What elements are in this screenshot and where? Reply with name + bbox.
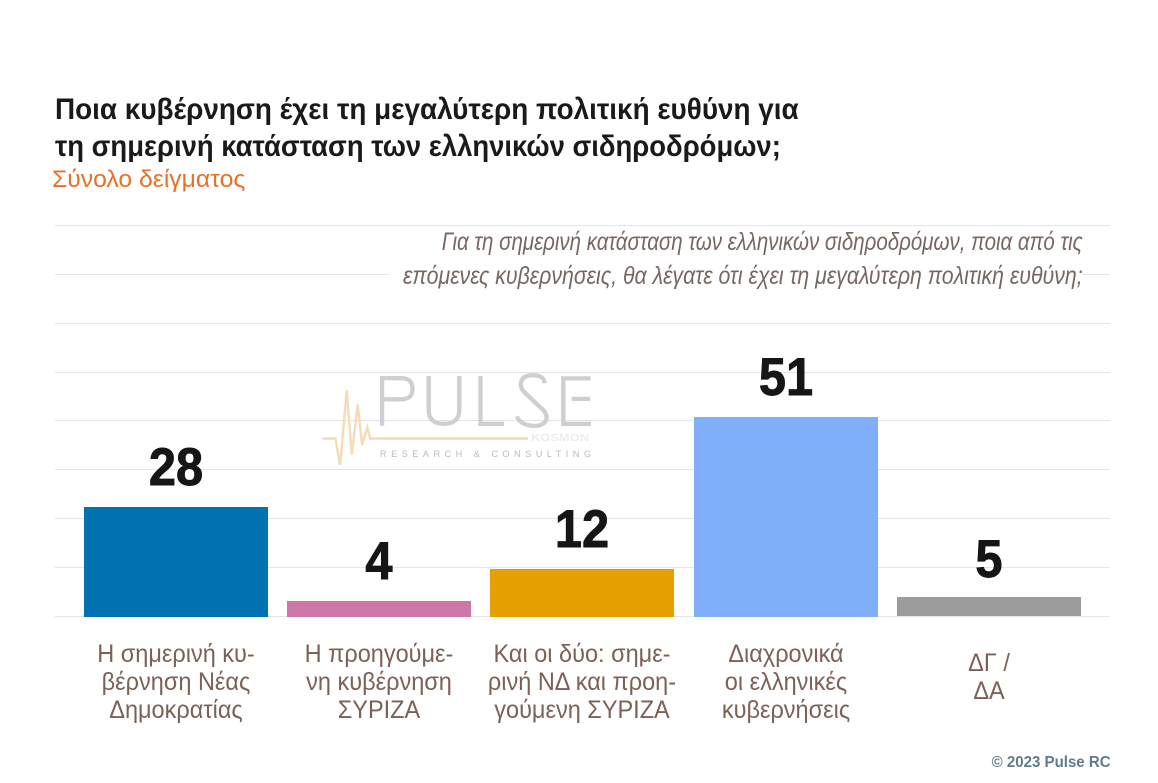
svg-text:KOSMON: KOSMON [531,432,589,444]
svg-text:RESEARCH & CONSULTING: RESEARCH & CONSULTING [380,449,591,459]
